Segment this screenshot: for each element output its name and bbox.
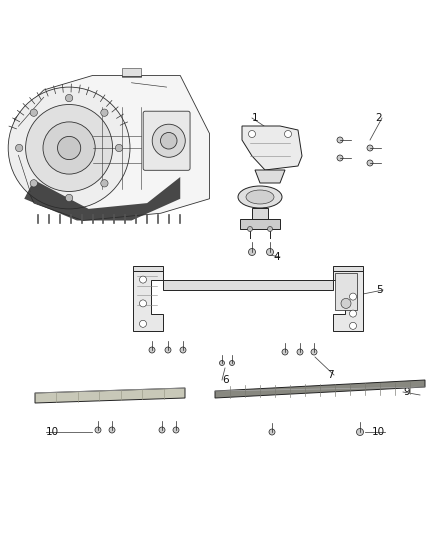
Polygon shape xyxy=(133,269,163,330)
Polygon shape xyxy=(255,170,285,183)
Circle shape xyxy=(180,347,186,353)
Circle shape xyxy=(65,94,73,102)
Circle shape xyxy=(95,427,101,433)
Circle shape xyxy=(109,427,115,433)
Circle shape xyxy=(165,347,171,353)
Circle shape xyxy=(297,349,303,355)
Circle shape xyxy=(357,429,364,435)
Text: 10: 10 xyxy=(372,427,385,437)
Polygon shape xyxy=(242,126,302,170)
Text: 1: 1 xyxy=(252,113,258,123)
Polygon shape xyxy=(24,177,180,221)
Circle shape xyxy=(248,248,255,255)
Circle shape xyxy=(282,349,288,355)
Circle shape xyxy=(65,195,73,201)
Circle shape xyxy=(152,124,185,157)
Circle shape xyxy=(139,276,146,283)
Circle shape xyxy=(337,137,343,143)
Circle shape xyxy=(160,133,177,149)
Polygon shape xyxy=(14,76,209,221)
Circle shape xyxy=(8,87,130,209)
Circle shape xyxy=(248,131,255,138)
Circle shape xyxy=(266,248,273,255)
Circle shape xyxy=(159,427,165,433)
Text: 5: 5 xyxy=(376,285,383,295)
Circle shape xyxy=(15,144,23,152)
Circle shape xyxy=(149,347,155,353)
Circle shape xyxy=(30,180,37,187)
Circle shape xyxy=(101,180,108,187)
Circle shape xyxy=(285,131,292,138)
Circle shape xyxy=(30,109,37,116)
Circle shape xyxy=(115,144,123,152)
Circle shape xyxy=(219,360,225,366)
Text: 7: 7 xyxy=(327,370,334,380)
Circle shape xyxy=(367,145,373,151)
Text: 10: 10 xyxy=(46,427,59,437)
Circle shape xyxy=(57,136,81,159)
Bar xyxy=(333,266,363,271)
Circle shape xyxy=(337,155,343,161)
Circle shape xyxy=(350,310,357,317)
Text: 4: 4 xyxy=(273,252,280,262)
Circle shape xyxy=(341,298,351,309)
Bar xyxy=(163,280,333,290)
Text: 8: 8 xyxy=(57,393,64,403)
Circle shape xyxy=(25,104,113,191)
Circle shape xyxy=(139,300,146,307)
Text: 3: 3 xyxy=(258,205,265,215)
Polygon shape xyxy=(333,269,363,330)
Circle shape xyxy=(230,360,234,366)
Circle shape xyxy=(311,349,317,355)
Bar xyxy=(133,266,163,271)
Text: 9: 9 xyxy=(403,387,410,397)
Circle shape xyxy=(101,109,108,116)
Bar xyxy=(335,273,357,310)
Circle shape xyxy=(350,293,357,300)
Circle shape xyxy=(139,320,146,327)
Circle shape xyxy=(268,227,272,231)
Circle shape xyxy=(173,427,179,433)
Circle shape xyxy=(367,160,373,166)
Polygon shape xyxy=(215,380,425,398)
Text: 6: 6 xyxy=(222,375,229,385)
Text: 2: 2 xyxy=(375,113,382,123)
Circle shape xyxy=(247,227,252,231)
Bar xyxy=(240,219,280,229)
Ellipse shape xyxy=(238,186,282,208)
Bar xyxy=(122,68,141,77)
Polygon shape xyxy=(35,388,185,403)
Circle shape xyxy=(350,322,357,329)
FancyBboxPatch shape xyxy=(143,111,190,171)
Circle shape xyxy=(43,122,95,174)
Ellipse shape xyxy=(246,190,274,204)
Circle shape xyxy=(269,429,275,435)
Bar xyxy=(252,208,268,220)
